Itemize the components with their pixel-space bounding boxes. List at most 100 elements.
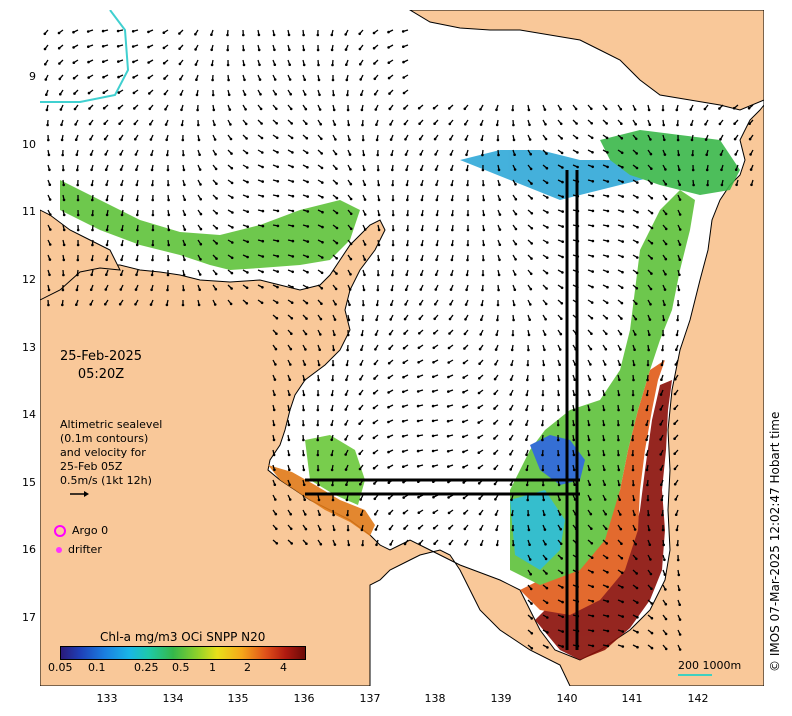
velocity-arrow-head bbox=[150, 168, 154, 172]
velocity-arrow-head bbox=[402, 91, 406, 95]
velocity-arrow-head bbox=[419, 288, 423, 291]
velocity-arrow-head bbox=[620, 137, 624, 140]
velocity-arrow-head bbox=[477, 406, 481, 410]
velocity-arrow-head bbox=[718, 107, 721, 110]
velocity-arrow-head bbox=[546, 211, 549, 214]
velocity-arrow-head bbox=[389, 543, 392, 546]
velocity-arrow-head bbox=[689, 108, 693, 111]
velocity-arrow-head bbox=[449, 303, 452, 306]
velocity-arrow-head bbox=[636, 616, 639, 619]
velocity-arrow-head bbox=[151, 198, 154, 202]
velocity-arrow-head bbox=[482, 213, 486, 217]
velocity-arrow-head bbox=[530, 197, 533, 200]
velocity-arrow-head bbox=[290, 122, 293, 125]
velocity-arrow-head bbox=[527, 108, 531, 112]
x-tick-134: 134 bbox=[162, 692, 184, 705]
velocity-arrow-head bbox=[605, 332, 608, 336]
velocity-arrow-head bbox=[431, 390, 435, 393]
velocity-arrow-head bbox=[183, 198, 186, 201]
velocity-arrow-head bbox=[183, 243, 186, 246]
velocity-arrow-head bbox=[304, 332, 308, 336]
velocity-arrow-head bbox=[195, 78, 198, 81]
velocity-arrow-head bbox=[634, 137, 638, 141]
velocity-arrow-head bbox=[105, 198, 109, 202]
velocity-arrow-head bbox=[387, 361, 391, 365]
velocity-arrow-head bbox=[90, 273, 93, 277]
velocity-arrow-head bbox=[664, 257, 668, 261]
velocity-arrow-head bbox=[344, 453, 348, 456]
velocity-arrow-head bbox=[102, 75, 105, 79]
velocity-arrow-head bbox=[372, 451, 376, 455]
velocity-arrow-head bbox=[706, 183, 709, 187]
velocity-arrow-head bbox=[166, 168, 170, 172]
velocity-arrow-head bbox=[360, 528, 364, 532]
velocity-arrow-head bbox=[448, 527, 451, 530]
velocity-arrow-head bbox=[199, 227, 203, 231]
velocity-arrow-head bbox=[226, 48, 229, 52]
velocity-arrow-head bbox=[344, 393, 348, 396]
velocity-arrow-head bbox=[387, 420, 390, 424]
velocity-arrow-head bbox=[432, 526, 436, 530]
velocity-arrow-head bbox=[514, 242, 518, 246]
velocity-arrow-head bbox=[513, 153, 516, 156]
velocity-arrow-head bbox=[246, 210, 249, 213]
velocity-arrow-head bbox=[675, 333, 679, 337]
velocity-arrow-head bbox=[619, 527, 623, 531]
velocity-arrow-head bbox=[45, 108, 49, 112]
velocity-arrow-head bbox=[434, 273, 438, 277]
velocity-arrow-head bbox=[117, 91, 121, 94]
velocity-arrow-head bbox=[287, 453, 291, 457]
velocity-arrow-head bbox=[231, 211, 234, 214]
velocity-arrow-head bbox=[510, 348, 514, 352]
velocity-arrow-head bbox=[529, 587, 533, 591]
velocity-arrow-head bbox=[479, 543, 483, 546]
velocity-arrow-head bbox=[588, 378, 592, 381]
velocity-arrow-head bbox=[332, 348, 336, 352]
velocity-arrow-head bbox=[334, 303, 337, 306]
velocity-arrow-head bbox=[557, 453, 560, 457]
velocity-arrow-head bbox=[494, 498, 497, 501]
velocity-arrow-head bbox=[676, 138, 680, 142]
velocity-arrow-head bbox=[464, 122, 467, 126]
velocity-arrow-head bbox=[479, 528, 482, 531]
velocity-arrow-head bbox=[403, 542, 407, 546]
velocity-arrow-head bbox=[649, 152, 653, 156]
velocity-arrow-head bbox=[546, 226, 549, 229]
velocity-arrow-head bbox=[246, 166, 249, 169]
velocity-arrow-head bbox=[287, 408, 291, 412]
velocity-arrow-head bbox=[649, 558, 652, 561]
velocity-arrow-head bbox=[514, 183, 517, 186]
velocity-arrow-head bbox=[748, 137, 752, 141]
velocity-arrow-head bbox=[258, 78, 262, 81]
velocity-arrow-head bbox=[362, 303, 365, 307]
velocity-arrow-head bbox=[306, 195, 310, 198]
chl-blue-patch bbox=[530, 435, 585, 485]
velocity-arrow-head bbox=[372, 46, 376, 50]
velocity-arrow-head bbox=[358, 422, 361, 426]
velocity-arrow-head bbox=[133, 122, 137, 126]
velocity-arrow-head bbox=[561, 271, 564, 274]
velocity-arrow-head bbox=[525, 438, 528, 442]
velocity-arrow-head bbox=[561, 615, 564, 619]
velocity-arrow-head bbox=[676, 543, 679, 547]
velocity-arrow-head bbox=[603, 468, 606, 472]
velocity-arrow-head bbox=[463, 332, 467, 336]
velocity-arrow-head bbox=[344, 468, 348, 471]
velocity-arrow-head bbox=[134, 303, 137, 306]
velocity-arrow-head bbox=[433, 122, 436, 125]
velocity-arrow-head bbox=[76, 228, 80, 232]
velocity-arrow-head bbox=[401, 30, 405, 33]
velocity-arrow-head bbox=[648, 333, 651, 337]
velocity-arrow-head bbox=[321, 196, 324, 199]
velocity-arrow-head bbox=[589, 512, 593, 516]
velocity-arrow-head bbox=[335, 226, 339, 230]
velocity-arrow-head bbox=[416, 434, 420, 438]
velocity-arrow-head bbox=[104, 153, 107, 156]
velocity-arrow-head bbox=[545, 271, 549, 275]
velocity-arrow-head bbox=[591, 629, 595, 633]
velocity-arrow-head bbox=[346, 333, 350, 337]
velocity-arrow-head bbox=[331, 378, 334, 382]
colorbar-tick: 0.25 bbox=[134, 661, 159, 674]
velocity-arrow-head bbox=[663, 573, 667, 576]
velocity-arrow-head bbox=[662, 543, 665, 547]
